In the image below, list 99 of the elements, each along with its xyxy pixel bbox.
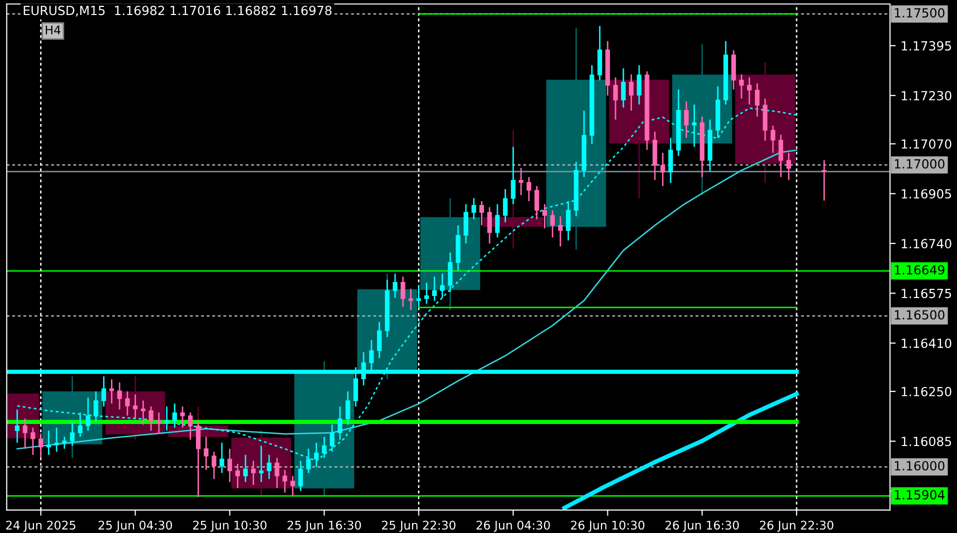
x-tick-label: 26 Jun 22:30 <box>760 520 834 532</box>
candlestick <box>172 402 177 428</box>
x-tick-label: 25 Jun 10:30 <box>193 520 266 532</box>
candlestick <box>235 463 240 489</box>
candlestick <box>739 74 744 100</box>
x-tick-label: 24 Jun 2025 <box>6 520 76 532</box>
candlestick <box>243 454 248 483</box>
y-tick-label: 1.16085 <box>902 436 952 446</box>
candlestick <box>518 167 524 196</box>
candlestick <box>542 204 547 230</box>
candlestick <box>282 469 288 494</box>
candlestick <box>822 159 826 202</box>
candlestick <box>502 188 508 224</box>
line-series <box>562 392 799 510</box>
y-tick-label: 1.16410 <box>902 338 952 348</box>
candlestick <box>290 475 296 496</box>
ref-line-label: 1.16649 <box>894 265 944 275</box>
candlestick <box>432 276 437 302</box>
candlestick <box>180 406 185 428</box>
candlestick <box>684 100 689 138</box>
candlestick <box>621 68 626 108</box>
y-tick-label: 1.17230 <box>902 90 952 100</box>
x-tick-label: 25 Jun 22:30 <box>382 520 456 532</box>
x-tick-label: 25 Jun 04:30 <box>98 520 172 532</box>
candlestick <box>786 152 792 181</box>
candlestick <box>392 272 398 298</box>
candlestick <box>754 82 760 118</box>
ref-line-label: 1.17000 <box>894 159 944 169</box>
ref-line-label: 1.16000 <box>894 461 944 471</box>
candlestick <box>212 451 216 480</box>
y-tick-label: 1.16250 <box>902 386 952 396</box>
annotation: H4 <box>46 26 60 34</box>
candlestick <box>22 418 28 450</box>
candlestick <box>330 424 334 452</box>
candlestick <box>94 390 98 422</box>
candlestick <box>125 390 130 416</box>
candlestick <box>148 406 154 432</box>
candlestick <box>164 406 170 432</box>
candlestick <box>62 436 67 450</box>
x-tick-label: 26 Jun 16:30 <box>665 520 739 532</box>
candlestick <box>117 382 122 410</box>
candlestick <box>778 134 784 178</box>
candlestick <box>298 460 303 492</box>
candlestick <box>526 176 532 202</box>
candlestick <box>550 210 555 238</box>
x-tick-label: 26 Jun 10:30 <box>571 520 644 532</box>
y-tick-label: 1.16575 <box>902 288 952 298</box>
candlestick <box>86 396 90 432</box>
x-tick-label: 25 Jun 16:30 <box>288 520 361 532</box>
candlestick <box>770 124 776 154</box>
candlestick <box>400 276 406 308</box>
y-tick-label: 1.16740 <box>902 238 952 248</box>
candlestick <box>188 412 193 440</box>
y-tick-label: 1.16905 <box>902 189 952 199</box>
candlestick <box>424 282 429 305</box>
candlestick <box>38 432 44 459</box>
candlestick <box>660 152 666 187</box>
candlestick <box>227 448 232 483</box>
candlestick <box>78 412 82 438</box>
candlestick <box>140 400 146 426</box>
candlestick <box>204 436 208 471</box>
candlestick <box>54 426 59 452</box>
candlestick <box>156 412 162 434</box>
candlestick <box>14 408 20 444</box>
y-tick-label: 1.17070 <box>902 139 952 149</box>
candlestick <box>322 436 327 459</box>
y-tick-label: 1.17395 <box>902 41 952 51</box>
candlestick <box>534 185 540 220</box>
candlestick <box>416 285 422 308</box>
candlestick <box>628 74 634 112</box>
candlestick <box>377 321 382 359</box>
candlestick <box>46 430 52 456</box>
candlestick <box>566 200 571 242</box>
candlestick <box>668 137 673 184</box>
candlestick <box>613 76 618 120</box>
candlestick <box>471 197 476 220</box>
candlestick <box>220 442 224 474</box>
ref-line-label: 1.16500 <box>894 310 944 320</box>
candlestick <box>338 406 342 440</box>
candlestick <box>70 420 75 446</box>
ref-line-label: 1.17500 <box>894 8 944 18</box>
candlestick <box>408 288 414 311</box>
candlestick <box>101 376 106 408</box>
candlestick <box>479 200 484 226</box>
candlestick <box>109 378 114 404</box>
candlestick <box>558 216 563 248</box>
candlestick <box>266 454 272 480</box>
ref-line-label: 1.15904 <box>894 490 945 500</box>
candlestick <box>440 272 445 298</box>
candlestick <box>30 426 36 456</box>
candlestick <box>495 204 500 238</box>
candlestick <box>487 206 492 244</box>
candlestick <box>747 76 752 106</box>
candlestick <box>274 457 280 489</box>
candlestick <box>464 204 468 244</box>
candlestick <box>346 390 350 426</box>
x-tick-label: 26 Jun 04:30 <box>476 520 550 532</box>
chart-title: EURUSD,M15 1.16982 1.17016 1.16882 1.16978 <box>24 6 332 16</box>
candlestick <box>251 460 256 486</box>
